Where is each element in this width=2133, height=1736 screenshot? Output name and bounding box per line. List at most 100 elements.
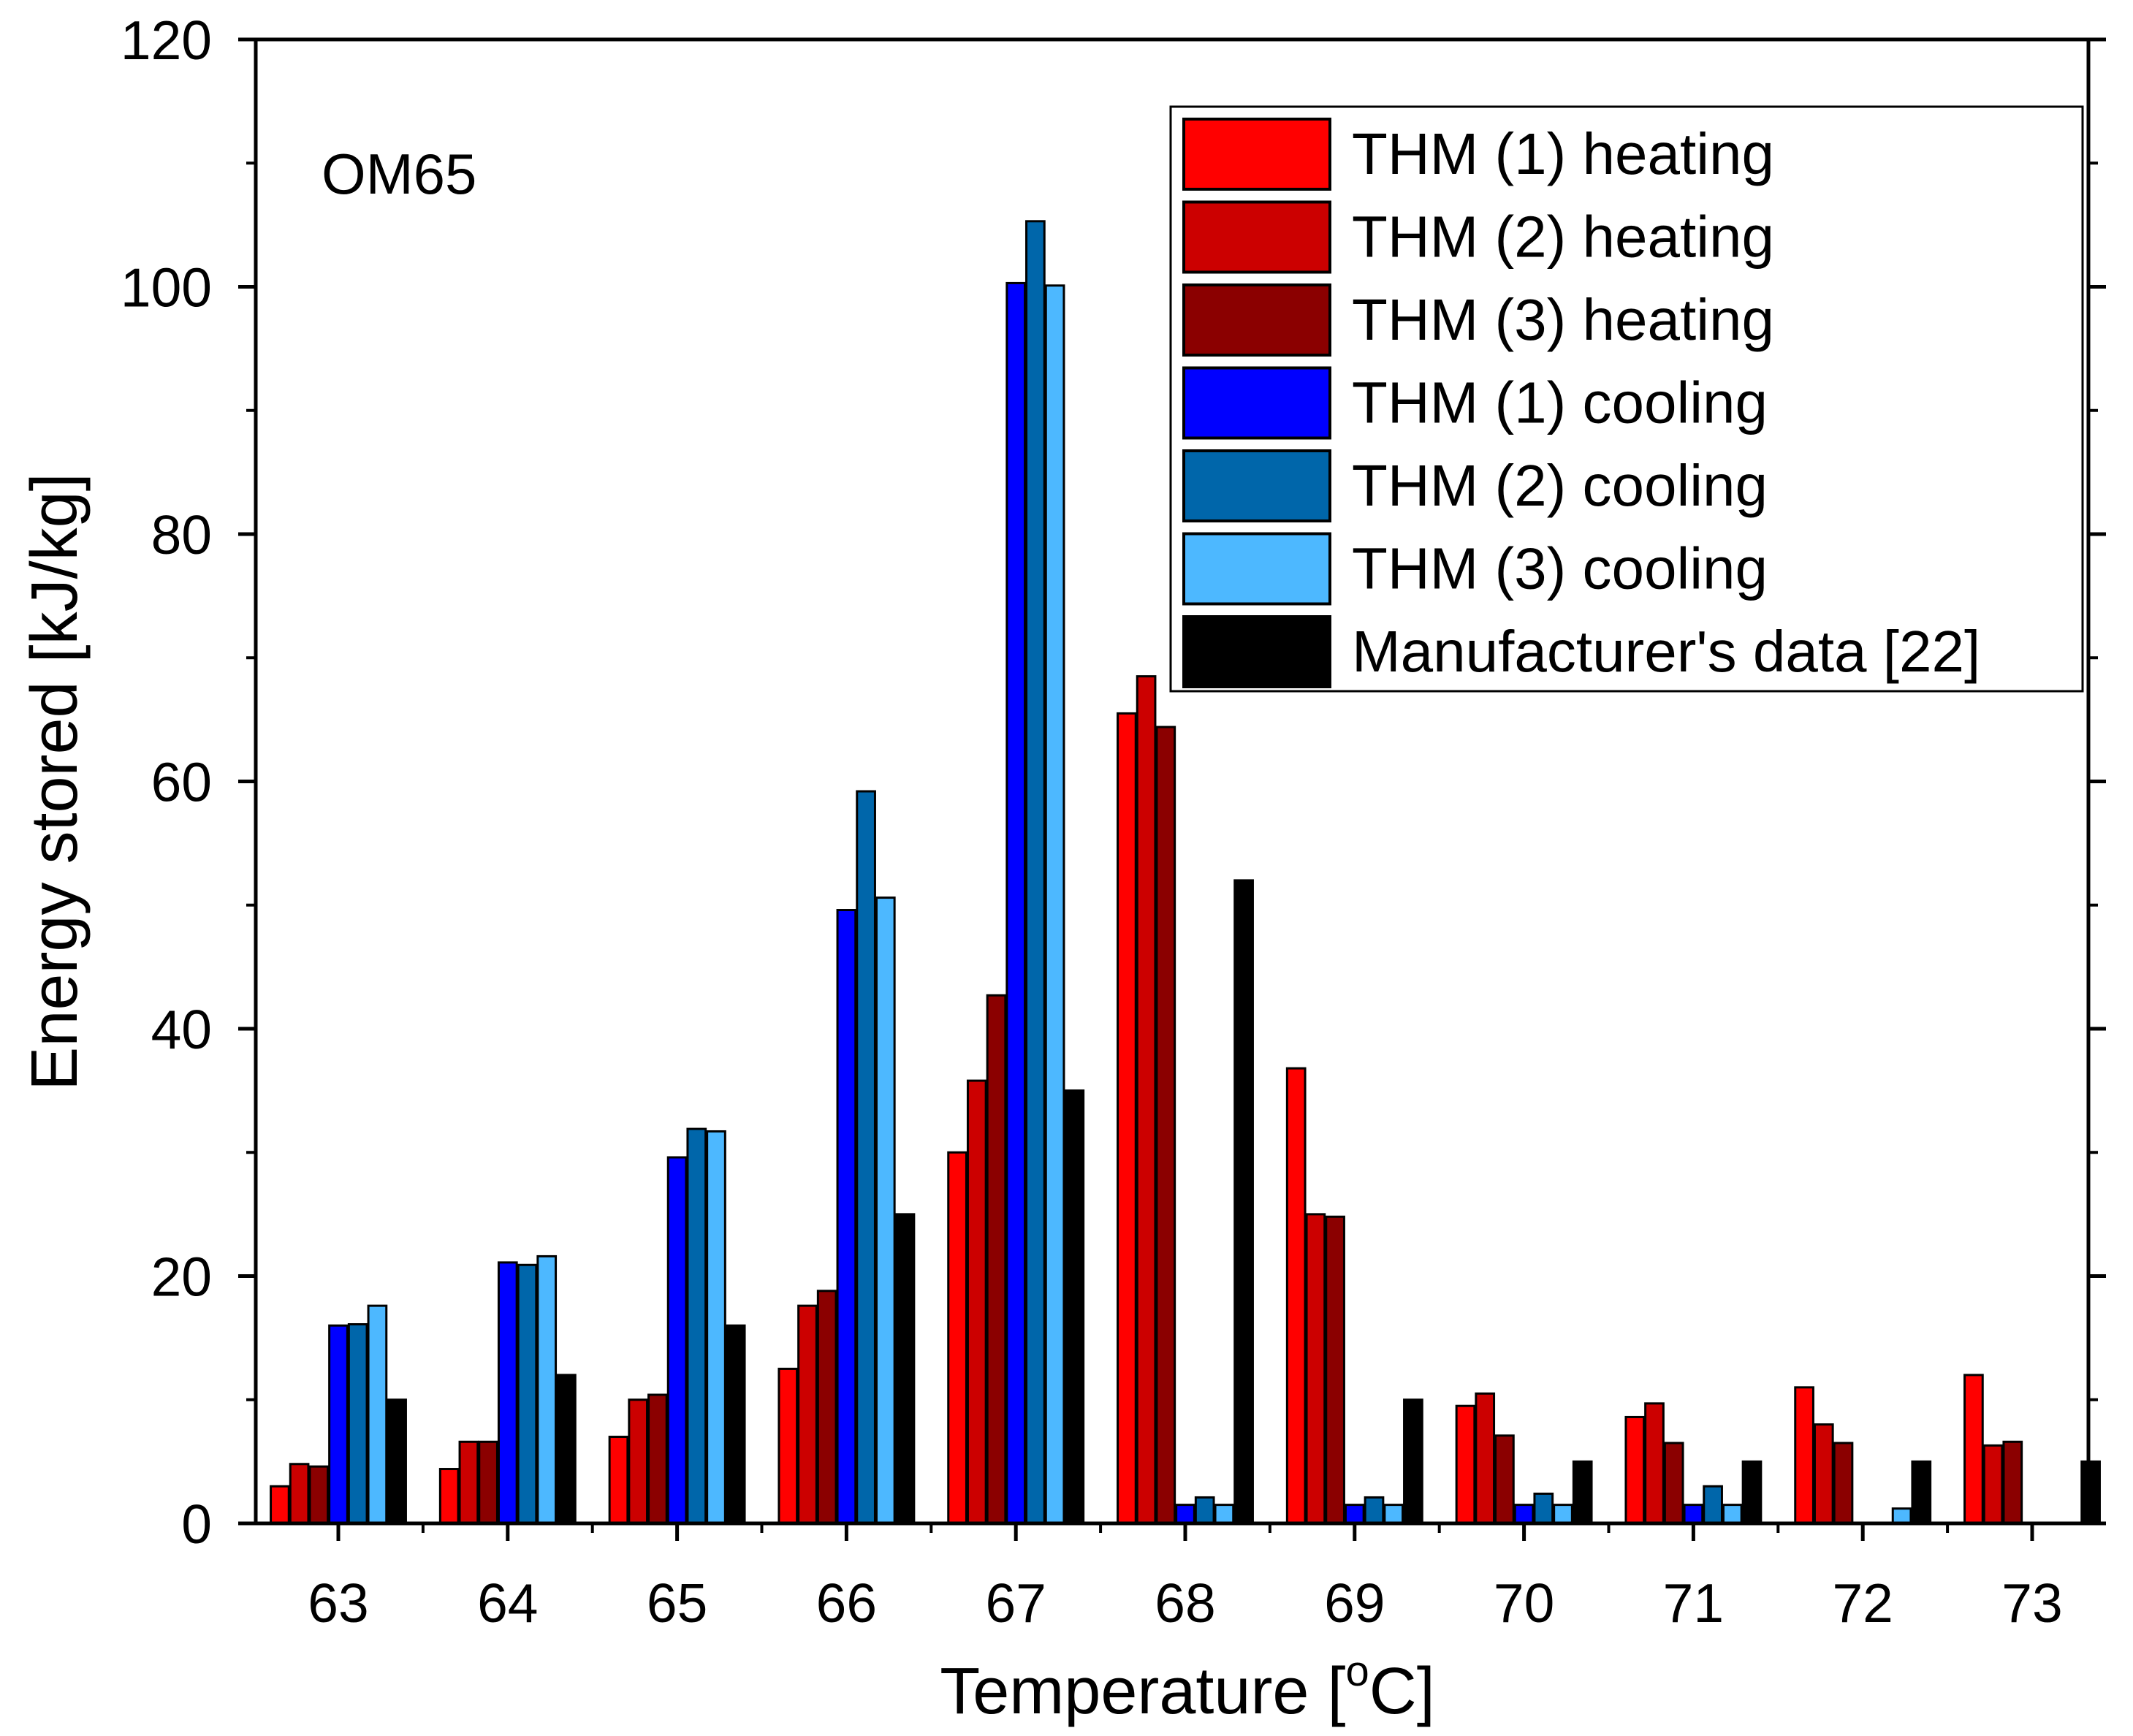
bar — [1175, 1504, 1195, 1525]
bar — [1364, 1496, 1385, 1525]
bar — [517, 1263, 538, 1525]
bar — [628, 1398, 649, 1525]
bar — [836, 909, 857, 1525]
bar — [308, 1465, 330, 1525]
bar-group — [270, 220, 2101, 1525]
bar — [1833, 1442, 1854, 1525]
bar — [1117, 712, 1137, 1525]
bar — [478, 1440, 498, 1525]
bar — [1285, 1067, 1307, 1525]
bar — [1813, 1423, 1834, 1525]
bar — [1325, 1215, 1345, 1525]
legend: THM (1) heating THM (2) heating THM (3) he… — [1169, 105, 2084, 693]
legend-swatch — [1182, 200, 1331, 274]
bar — [1475, 1392, 1496, 1525]
bar — [1383, 1504, 1404, 1525]
x-tick-label: 71 — [1663, 1572, 1724, 1634]
bar — [1963, 1374, 1984, 1525]
x-tick-label: 68 — [1155, 1572, 1215, 1634]
y-tick-label: 80 — [151, 504, 212, 566]
bar — [387, 1398, 407, 1525]
legend-swatch — [1182, 118, 1331, 191]
legend-label: THM (1) heating — [1352, 121, 1774, 186]
bar — [1553, 1504, 1573, 1525]
plot-frame — [254, 37, 2091, 1526]
x-axis-label-main: Temperature [ — [940, 1655, 1345, 1728]
bar — [986, 994, 1007, 1525]
bar — [1644, 1402, 1665, 1525]
bar — [777, 1367, 799, 1525]
bar — [1683, 1504, 1704, 1525]
x-tick-label: 67 — [985, 1572, 1046, 1634]
bar — [536, 1255, 558, 1525]
bar — [725, 1324, 746, 1525]
bar — [1455, 1404, 1476, 1525]
bar — [367, 1304, 388, 1525]
y-tick-label: 40 — [151, 999, 212, 1060]
bar — [1136, 675, 1157, 1525]
bar — [1741, 1460, 1763, 1525]
x-tick-label: 69 — [1324, 1572, 1385, 1634]
bar — [1214, 1504, 1235, 1525]
bar — [270, 1485, 290, 1525]
bar — [647, 1393, 668, 1525]
bar — [289, 1463, 310, 1525]
bar — [816, 1290, 837, 1525]
x-tick-label: 73 — [2001, 1572, 2062, 1634]
legend-label: THM (1) cooling — [1352, 370, 1768, 435]
bar — [1233, 879, 1254, 1525]
y-tick-label: 120 — [121, 9, 212, 71]
chart-annotation: OM65 — [322, 142, 476, 206]
bar — [328, 1324, 349, 1525]
bar — [856, 790, 876, 1525]
bar — [1403, 1398, 1423, 1525]
legend-label: THM (2) heating — [1352, 205, 1774, 270]
legend-swatch — [1182, 283, 1331, 357]
legend-label: Manufacturer's data [22] — [1352, 619, 1980, 684]
x-tick-label: 65 — [647, 1572, 707, 1634]
bar — [1624, 1415, 1646, 1525]
bar — [438, 1468, 460, 1525]
bar — [894, 1213, 916, 1525]
x-axis-label-superscript: o — [1345, 1648, 1369, 1695]
bar — [1194, 1496, 1215, 1525]
legend-swatch — [1182, 615, 1331, 688]
bar — [1064, 1089, 1085, 1525]
x-axis-label-end: C] — [1369, 1655, 1435, 1728]
legend-label: THM (3) heating — [1352, 287, 1774, 352]
x-axis-label: Temperature [oC] — [940, 1648, 1435, 1728]
bar — [1305, 1213, 1326, 1525]
legend-swatch — [1182, 532, 1331, 606]
bar — [1572, 1460, 1593, 1525]
x-tick-labels: 63 64 65 66 67 68 69 70 71 72 73 — [308, 1572, 2062, 1634]
bar — [1005, 281, 1027, 1525]
y-tick-label: 20 — [151, 1246, 212, 1308]
bar — [1891, 1507, 1912, 1525]
bar — [1044, 284, 1065, 1525]
bar — [1513, 1504, 1535, 1525]
bar — [1703, 1485, 1723, 1525]
bar — [1911, 1460, 1932, 1525]
bar — [966, 1079, 987, 1525]
y-tick-labels: 0 20 40 60 80 100 120 — [121, 9, 212, 1555]
bar — [1982, 1444, 2004, 1525]
bar — [1344, 1504, 1365, 1525]
bar — [686, 1127, 707, 1525]
bar — [556, 1374, 577, 1525]
legend-swatch — [1182, 366, 1331, 440]
bar — [458, 1440, 479, 1525]
x-tick-label: 70 — [1494, 1572, 1554, 1634]
legend-swatch — [1182, 449, 1331, 522]
bar — [2080, 1460, 2101, 1525]
x-tick-label: 66 — [816, 1572, 877, 1634]
bar — [2002, 1440, 2023, 1525]
y-tick-label: 100 — [121, 257, 212, 319]
x-tick-label: 63 — [308, 1572, 368, 1634]
bar — [1533, 1492, 1554, 1525]
legend-label: THM (2) cooling — [1352, 453, 1768, 518]
y-axis-label: Energy stored [kJ/kg] — [18, 473, 91, 1090]
bar — [608, 1436, 629, 1525]
bar — [706, 1130, 726, 1525]
bar — [1494, 1434, 1515, 1525]
